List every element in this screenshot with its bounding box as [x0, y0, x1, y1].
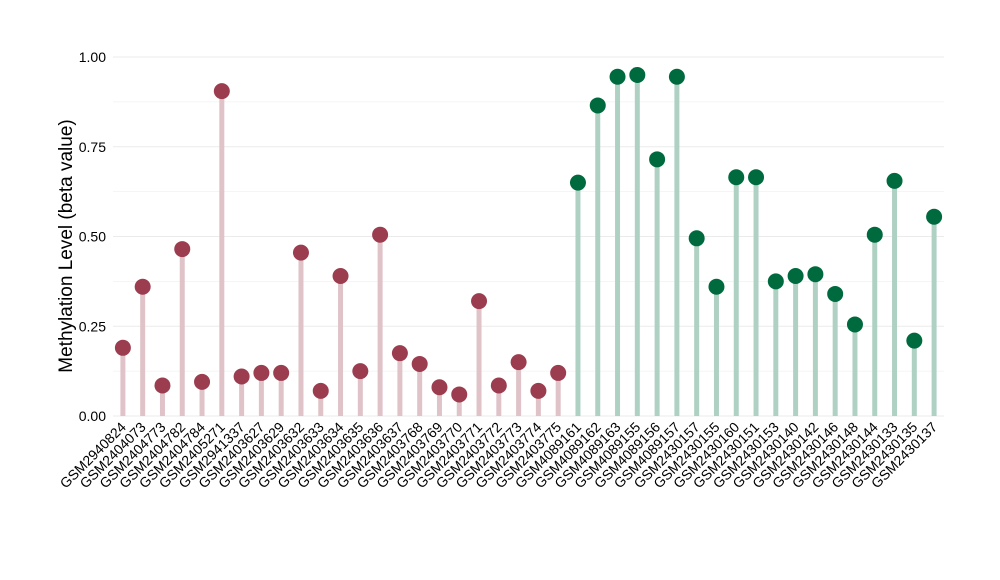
lollipop-point [609, 68, 626, 85]
y-tick-label: 0.00 [79, 408, 106, 424]
lollipop-point [807, 266, 824, 283]
lollipop-point [748, 169, 765, 186]
lollipop-point [431, 379, 448, 396]
lollipop-point [550, 364, 567, 381]
lollipop-point [273, 364, 290, 381]
lollipop-point [233, 368, 250, 385]
y-axis-label: Methylation Level (beta value) [56, 119, 77, 372]
lollipop-point [114, 339, 131, 356]
lollipop-point [530, 382, 547, 399]
lollipop-point [213, 83, 230, 100]
lollipop-point [787, 267, 804, 284]
y-tick-label: 0.50 [79, 229, 106, 245]
lollipop-point [372, 226, 389, 243]
lollipop-point [154, 377, 171, 394]
lollipop-point [708, 278, 725, 295]
lollipop-point [471, 293, 488, 310]
lollipop-point [589, 97, 606, 114]
lollipop-point [649, 151, 666, 168]
lollipop-point [411, 355, 428, 372]
lollipop-point [174, 241, 191, 258]
lollipop-point [866, 226, 883, 243]
lollipop-point [668, 68, 685, 85]
lollipop-point [728, 169, 745, 186]
lollipop-point [906, 332, 923, 349]
lollipop-point [292, 244, 309, 261]
lollipop-point [767, 273, 784, 290]
lollipop-point [827, 285, 844, 302]
grid-lines [113, 56, 944, 417]
lollipop-point [391, 345, 408, 362]
lollipop-point [332, 267, 349, 284]
lollipop-point [451, 386, 468, 403]
y-tick-label: 0.25 [79, 318, 106, 334]
lollipop-point [926, 208, 943, 225]
lollipop-point [194, 373, 211, 390]
lollipop-point [629, 66, 646, 83]
lollipop-point [253, 364, 270, 381]
lollipop-point [846, 316, 863, 333]
lollipop-points [114, 66, 943, 403]
lollipop-point [569, 174, 586, 191]
lollipop-point [490, 377, 507, 394]
lollipop-point [510, 354, 527, 371]
lollipop-stems [120, 74, 937, 416]
lollipop-point [688, 230, 705, 247]
y-axis-ticks: 0.00 0.25 0.50 0.75 1.00 [79, 49, 106, 424]
y-tick-label: 0.75 [79, 139, 106, 155]
x-axis-ticks: GSM2940824GSM2404073GSM2404773GSM2404782… [57, 419, 941, 492]
lollipop-point [134, 278, 151, 295]
lollipop-point [352, 363, 369, 380]
lollipop-point [886, 172, 903, 189]
y-tick-label: 1.00 [79, 49, 106, 65]
lollipop-point [312, 382, 329, 399]
